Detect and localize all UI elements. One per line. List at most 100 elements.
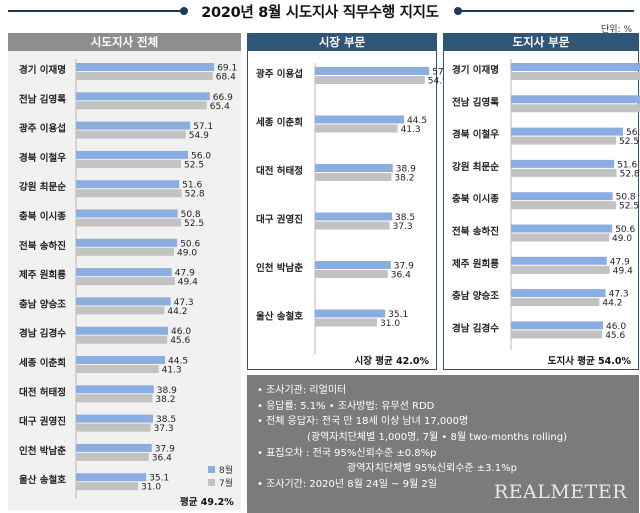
bar-jul [511, 265, 610, 274]
bar-aug [76, 63, 215, 71]
value-label-aug: 57.1 [432, 68, 452, 78]
category-label: 대구 권영진 [256, 214, 303, 226]
bar-aug [511, 256, 607, 265]
bar-jul [76, 130, 186, 139]
value-label-jul: 31.0 [141, 483, 161, 493]
value-label-jul: 68.4 [216, 73, 236, 83]
value-label-jul: 49.4 [178, 278, 198, 288]
info-respondents-detail: (광역자치단체별 1,000명, 7월 • 8월 two-months roll… [307, 432, 568, 444]
value-label-aug: 47.3 [609, 290, 629, 300]
bar-aug [76, 121, 191, 130]
bar-aug [76, 385, 154, 394]
value-label-aug: 69.1 [217, 64, 237, 74]
value-label-jul: 49.0 [177, 248, 197, 258]
category-label: 강원 최문순 [452, 161, 499, 173]
category-label: 경남 김경수 [452, 322, 499, 334]
value-label-jul: 36.4 [152, 453, 172, 463]
value-label-aug: 35.1 [149, 474, 169, 484]
value-label-jul: 52.5 [184, 160, 204, 170]
category-label: 경기 이재명 [19, 64, 66, 76]
bar-jul [76, 218, 181, 227]
value-label-jul: 54.9 [189, 131, 209, 141]
value-label-aug: 37.9 [155, 444, 175, 454]
unit-label: 단위: % [600, 25, 632, 35]
bar-jul [511, 136, 616, 145]
bar-aug [76, 238, 178, 247]
bar-aug [511, 63, 640, 71]
bar-aug [315, 115, 404, 124]
bar-jul [315, 221, 390, 230]
title-dot-right [454, 7, 462, 15]
bar-aug [315, 309, 386, 318]
bar-aug [76, 150, 188, 159]
value-label-jul: 44.2 [167, 307, 187, 317]
category-label: 광주 이용섭 [256, 68, 303, 80]
panel-all: 시도지사 전체 경기 이재명 69.1 68.4 전남 김영록 66.9 65.4 광주 이… [8, 33, 241, 510]
value-label-jul: 52.5 [184, 219, 204, 229]
bar-aug [315, 67, 430, 75]
bar-jul [76, 482, 138, 491]
bar-jul [511, 298, 600, 307]
category-label: 충남 양승조 [452, 290, 499, 302]
value-label-aug: 56.0 [191, 151, 211, 161]
value-label-aug: 44.5 [407, 116, 427, 126]
category-label: 제주 원희룡 [452, 258, 499, 270]
bar-jul [76, 365, 159, 373]
value-label-aug: 38.9 [157, 386, 177, 396]
category-label: 세종 이춘희 [19, 357, 66, 369]
category-label: 대구 권영진 [19, 416, 66, 428]
bar-jul [76, 335, 168, 344]
category-label: 울산 송철호 [256, 311, 303, 323]
category-label: 충북 이시종 [452, 193, 499, 205]
legend-item-aug: 8월 [208, 463, 233, 476]
category-label: 대전 허태정 [19, 386, 66, 398]
bar-aug [76, 326, 168, 335]
category-label: 세종 이춘희 [256, 117, 303, 129]
bar-jul [76, 306, 165, 315]
bar-jul [315, 173, 392, 181]
category-label: 경남 김경수 [19, 328, 66, 340]
value-label-jul: 41.3 [162, 366, 182, 376]
title-rule-right [458, 10, 634, 12]
bar-jul [76, 452, 149, 461]
value-label-jul: 65.4 [210, 102, 230, 112]
value-label-jul: 37.3 [154, 424, 174, 434]
bar-aug [76, 209, 178, 218]
info-response-rate: • 응답률: 5.1% • 조사방법: 유무선 RDD [257, 400, 435, 412]
bar-jul [315, 318, 377, 327]
value-label-aug: 44.5 [168, 357, 188, 367]
category-label: 대전 허태정 [256, 165, 303, 177]
category-label: 경기 이재명 [452, 64, 499, 76]
value-label-jul: 52.5 [619, 202, 639, 212]
bar-jul [76, 189, 182, 198]
bar-aug [511, 95, 640, 104]
category-label: 경북 이철우 [452, 129, 499, 141]
bar-aug [315, 261, 391, 269]
bar-aug [76, 92, 210, 101]
category-label: 제주 원희룡 [19, 269, 66, 281]
bar-jul [76, 101, 207, 110]
realmeter-logo: REALMETER [493, 481, 627, 503]
value-label-aug: 38.9 [396, 165, 416, 175]
bar-jul [511, 104, 640, 113]
bar-jul [511, 201, 616, 210]
legend-swatch-aug [208, 466, 215, 473]
average-all: 평균 49.2% [180, 497, 234, 508]
value-label-jul: 31.0 [380, 319, 400, 329]
info-agency: • 조사기관: 리얼미터 [257, 385, 347, 396]
value-label-jul: 52.8 [620, 169, 640, 179]
page-title: 2020년 8월 시도지사 직무수행 지지도 [201, 5, 439, 21]
bar-jul [76, 394, 153, 403]
value-label-aug: 37.9 [394, 262, 414, 272]
bar-aug [76, 268, 172, 277]
average-mayors: 시장 평균 42.0% [354, 356, 429, 367]
value-label-jul: 52.5 [619, 137, 639, 147]
bar-jul [511, 233, 609, 242]
value-label-aug: 35.1 [388, 310, 408, 320]
value-label-jul: 37.3 [393, 222, 413, 232]
info-respondents: • 전체 응답자: 전국 만 18세 이상 남녀 17,000명 [257, 416, 469, 428]
chart-all: 경기 이재명 69.168.4 전남 김영록 66.965.4 광주 이용섭 57.154… [19, 59, 237, 499]
